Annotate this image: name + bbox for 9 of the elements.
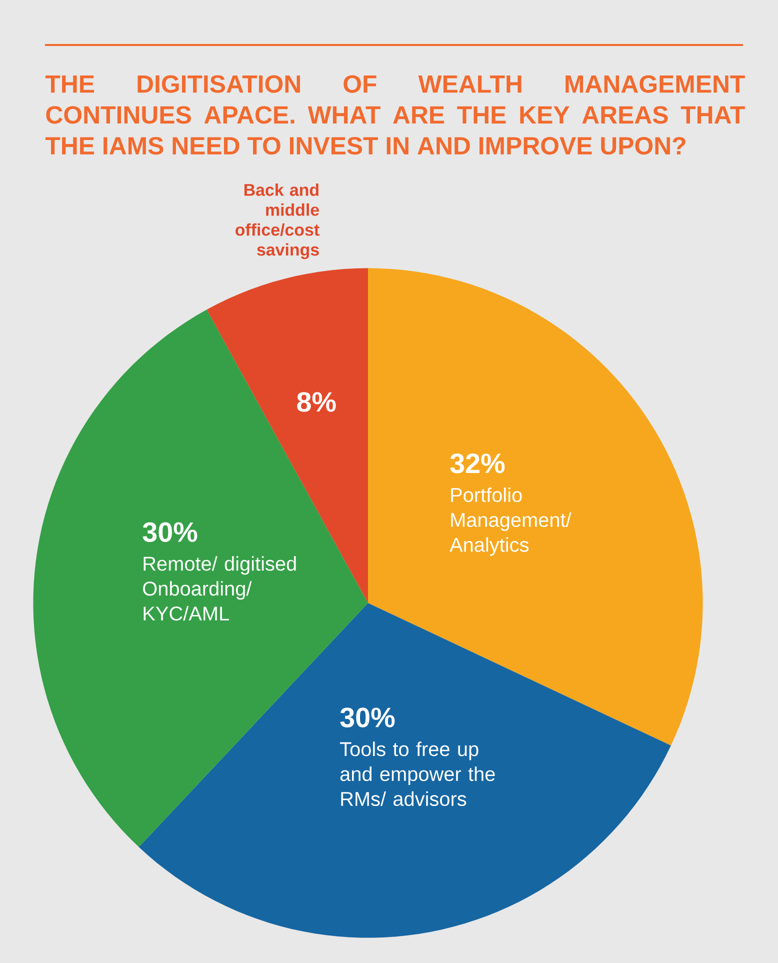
slice-label: Back and middle office/cost savings: [236, 184, 320, 260]
slice-label: Tools to free up and empower the RMs/ advisors: [340, 742, 495, 806]
chart-title: THE DIGITISATION OF WEALTH MANAGEMENT CONTINUES APACE. WHAT ARE THE KEY AREAS THAT THE IAMS NEED TO INVEST IN AND IMPROVE UPON?: [45, 75, 745, 155]
data-label: 30%: [142, 522, 198, 542]
slice-label: Remote/ digitised Onboarding/ KYC/AML: [143, 556, 296, 621]
slice-label: Portfolio Management/ Analytics: [450, 487, 572, 556]
data-label: 30%: [340, 708, 395, 728]
data-label: 32%: [450, 454, 505, 474]
data-label: 8%: [297, 392, 336, 412]
